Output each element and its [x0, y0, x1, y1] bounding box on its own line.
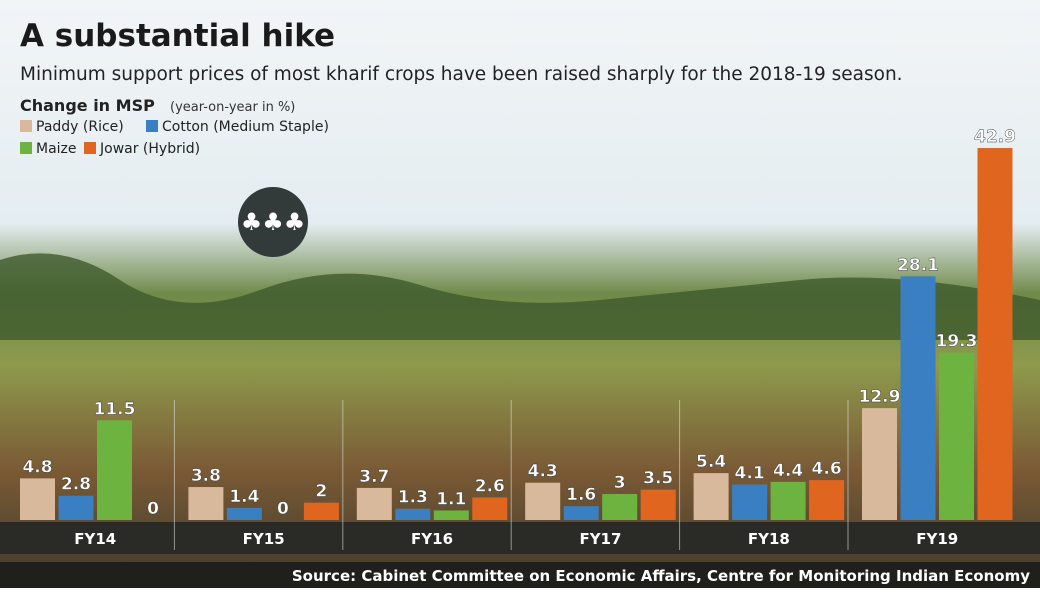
bar [564, 506, 599, 520]
legend-swatch [20, 142, 32, 154]
bar [732, 484, 767, 520]
bar [434, 510, 469, 520]
bar [694, 473, 729, 520]
x-tick-label: FY19 [916, 530, 958, 548]
bar [472, 497, 507, 520]
value-label: 0 [147, 499, 159, 519]
value-label: 5.4 [696, 452, 726, 472]
value-label: 3.8 [191, 466, 221, 486]
bar [59, 496, 94, 520]
value-label: 42.9 [974, 127, 1016, 147]
bar [395, 509, 430, 520]
bar [188, 487, 223, 520]
wheat-icon-glyph: ♣♣♣ [241, 208, 306, 236]
value-label: 4.6 [812, 459, 842, 479]
bar [525, 483, 560, 520]
value-label: 19.3 [936, 332, 978, 352]
value-label: 3.5 [643, 469, 673, 489]
bar [771, 482, 806, 520]
value-label: 1.6 [566, 485, 596, 505]
bar [641, 490, 676, 520]
legend-label: Jowar (Hybrid) [99, 141, 200, 157]
value-label: 4.1 [735, 463, 765, 483]
x-tick-label: FY17 [579, 530, 621, 548]
y-label-note: (year-on-year in %) [170, 100, 295, 115]
category-strip [0, 522, 1040, 554]
chart-title: A substantial hike [20, 18, 335, 54]
legend-swatch [146, 120, 158, 132]
bar [20, 478, 55, 520]
value-label: 2 [315, 482, 327, 502]
x-tick-label: FY14 [74, 530, 116, 548]
x-tick-label: FY15 [243, 530, 285, 548]
bar [357, 488, 392, 520]
y-label: Change in MSP [20, 96, 155, 115]
value-label: 1.3 [398, 488, 428, 508]
chart: ♣♣♣ A substantial hike Minimum support p… [0, 0, 1040, 588]
value-label: 2.8 [61, 475, 91, 495]
value-label: 11.5 [94, 399, 136, 419]
legend-label: Cotton (Medium Staple) [162, 119, 329, 135]
bar [862, 408, 897, 520]
value-label: 2.6 [475, 476, 505, 496]
bar [227, 508, 262, 520]
bar [304, 503, 339, 520]
legend-label: Maize [36, 141, 77, 157]
bar [97, 420, 132, 520]
legend-swatch [20, 120, 32, 132]
x-tick-label: FY18 [748, 530, 790, 548]
bar [809, 480, 844, 520]
bar [901, 276, 936, 520]
value-label: 28.1 [897, 255, 939, 275]
legend-label: Paddy (Rice) [36, 119, 124, 135]
value-label: 1.1 [436, 489, 466, 509]
bar [939, 353, 974, 520]
value-label: 0 [277, 499, 289, 519]
bar [978, 148, 1013, 520]
legend-swatch [84, 142, 96, 154]
value-label: 4.8 [22, 457, 52, 477]
value-label: 3 [614, 473, 626, 493]
value-label: 12.9 [859, 387, 901, 407]
value-label: 3.7 [359, 467, 389, 487]
value-label: 4.4 [773, 461, 803, 481]
chart-subtitle: Minimum support prices of most kharif cr… [20, 64, 903, 85]
bar [602, 494, 637, 520]
value-label: 1.4 [229, 487, 259, 507]
x-tick-label: FY16 [411, 530, 453, 548]
source: Source: Cabinet Committee on Economic Af… [292, 567, 1030, 585]
value-label: 4.3 [528, 462, 558, 482]
